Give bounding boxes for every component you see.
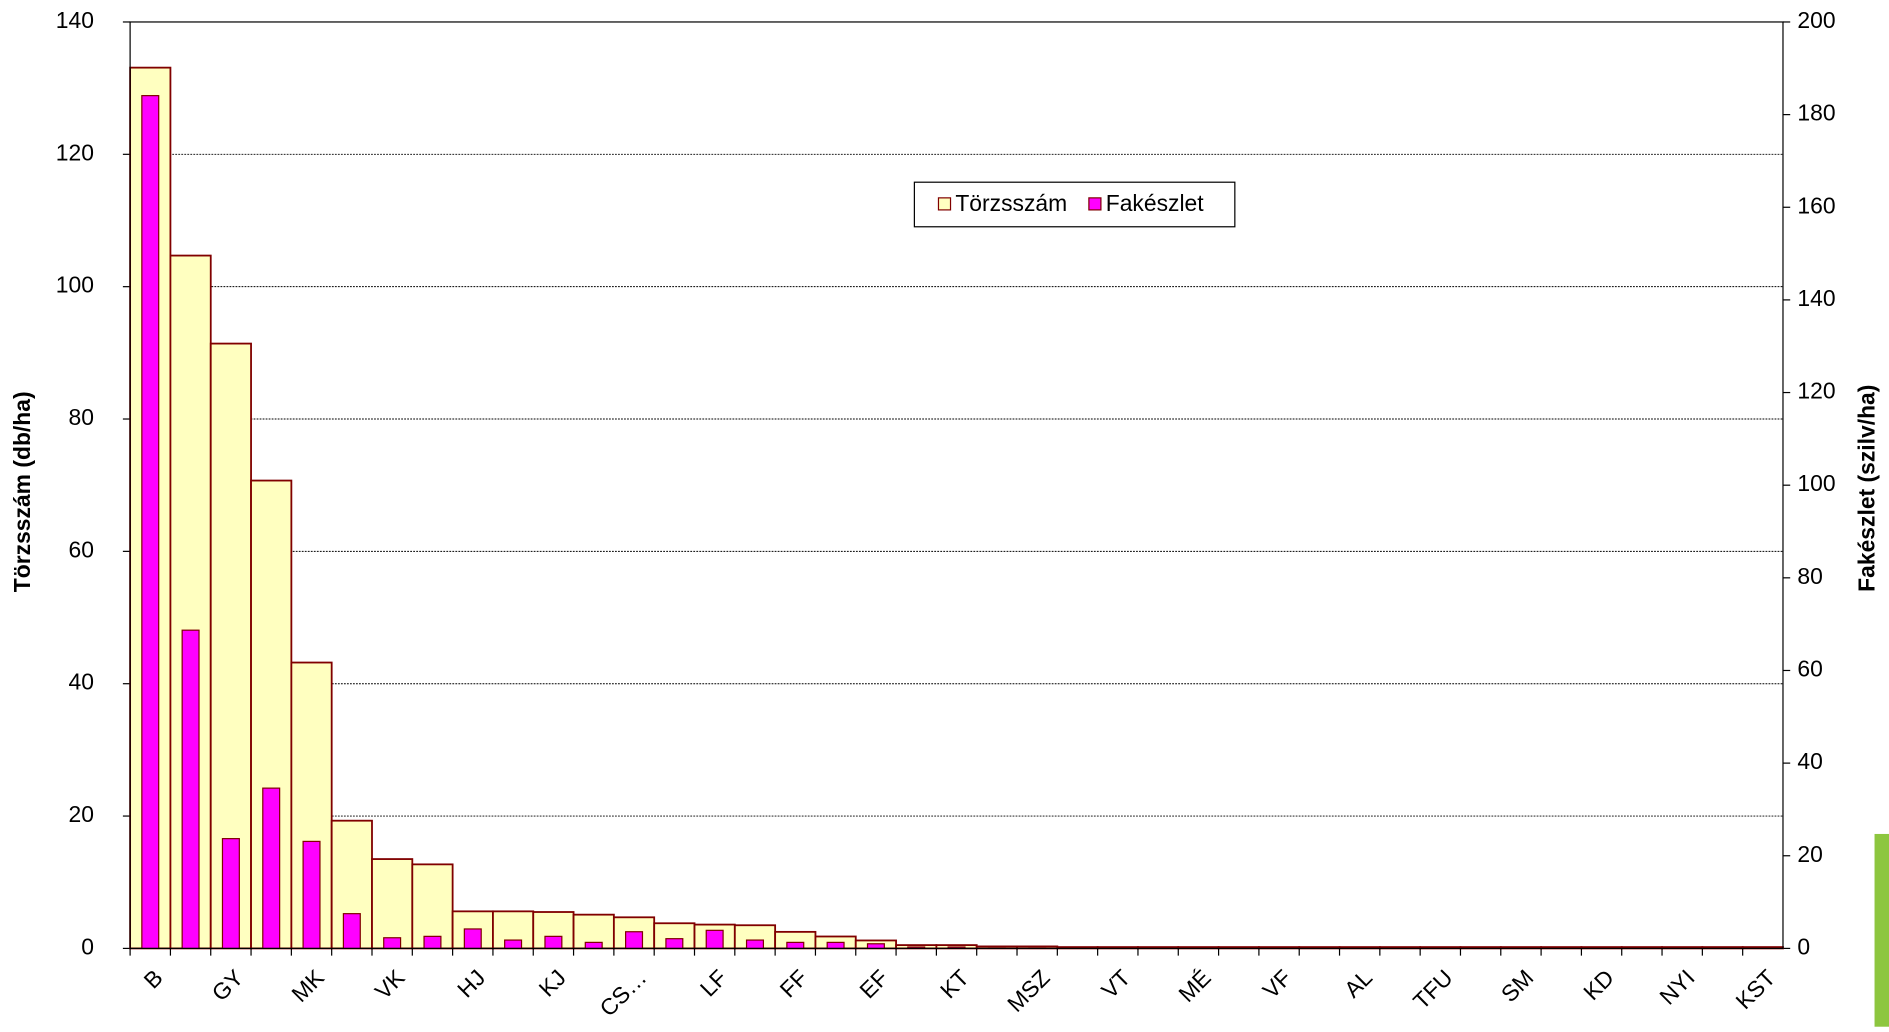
- x-tick-label: KST: [1730, 964, 1780, 1014]
- y2-tick-label: 100: [1797, 470, 1835, 496]
- x-tick-label: CS…: [594, 964, 651, 1021]
- y2-tick-label: 160: [1797, 192, 1835, 218]
- decoration: [1875, 834, 1889, 1027]
- legend-label: Törzsszám: [955, 190, 1067, 216]
- bar: [706, 930, 723, 948]
- x-tick-label: NYI: [1654, 964, 1699, 1009]
- bar: [827, 942, 844, 948]
- bar: [372, 859, 412, 948]
- x-tick-label: KT: [935, 964, 974, 1003]
- legend-swatch: [938, 198, 950, 210]
- x-tick-label: KJ: [534, 964, 571, 1001]
- y2-axis-label: Fakészlet (szilv/ha): [1854, 385, 1880, 592]
- x-tick-label: VK: [370, 964, 410, 1004]
- legend-swatch: [1089, 198, 1101, 210]
- x-tick-label: SM: [1496, 964, 1539, 1007]
- bar: [182, 630, 199, 948]
- bar: [464, 929, 481, 948]
- bar: [343, 914, 360, 949]
- y2-tick-label: 20: [1797, 841, 1822, 867]
- y2-tick-label: 80: [1797, 563, 1822, 589]
- bar: [384, 938, 401, 949]
- x-tick-label: HJ: [452, 964, 490, 1002]
- bar: [505, 940, 522, 948]
- x-tick-label: B: [139, 964, 168, 993]
- x-tick-label: VT: [1096, 964, 1135, 1003]
- y2-tick-label: 180: [1797, 100, 1835, 126]
- x-tick-label: FF: [775, 964, 813, 1002]
- y-tick-label: 40: [69, 669, 94, 695]
- bar: [263, 788, 280, 948]
- y-tick-label: 60: [69, 536, 94, 562]
- bar: [585, 942, 602, 948]
- x-tick-label: LF: [695, 964, 732, 1001]
- x-tick-label: MSZ: [1002, 964, 1055, 1017]
- plot-area: [130, 22, 1783, 948]
- bar: [867, 944, 884, 949]
- y-tick-label: 20: [69, 801, 94, 827]
- y-axis-label: Törzsszám (db/ha): [9, 391, 35, 592]
- y-tick-label: 100: [56, 272, 94, 298]
- bar: [787, 942, 804, 948]
- bar: [626, 932, 643, 949]
- legend: Törzsszám Fakészlet: [914, 182, 1234, 227]
- x-tick-label: MK: [286, 964, 329, 1007]
- y2-tick-label: 200: [1797, 7, 1835, 33]
- x-tick-label: MÉ: [1173, 964, 1216, 1007]
- bar: [222, 839, 239, 949]
- y-tick-label: 80: [69, 404, 94, 430]
- y-tick-label: 120: [56, 139, 94, 165]
- y-tick-label: 140: [56, 7, 94, 33]
- y2-tick-label: 60: [1797, 656, 1822, 682]
- bar: [747, 940, 764, 948]
- bar: [142, 96, 159, 949]
- bar: [303, 841, 320, 948]
- legend-label: Fakészlet: [1106, 190, 1205, 216]
- x-tick-label: KD: [1578, 964, 1619, 1005]
- x-tick-label: VF: [1257, 964, 1296, 1003]
- y2-tick-label: 0: [1797, 933, 1810, 959]
- y2-tick-label: 120: [1797, 378, 1835, 404]
- y-tick-label: 0: [81, 933, 94, 959]
- bar: [424, 936, 441, 948]
- x-tick-label: TFU: [1408, 964, 1458, 1014]
- bar: [545, 936, 562, 948]
- x-tick-label: GY: [207, 964, 249, 1006]
- x-tick-label: EF: [854, 964, 893, 1003]
- x-tick-label: AL: [1339, 964, 1377, 1002]
- y2-tick-label: 140: [1797, 285, 1835, 311]
- y2-tick-label: 40: [1797, 748, 1822, 774]
- bar: [666, 939, 683, 949]
